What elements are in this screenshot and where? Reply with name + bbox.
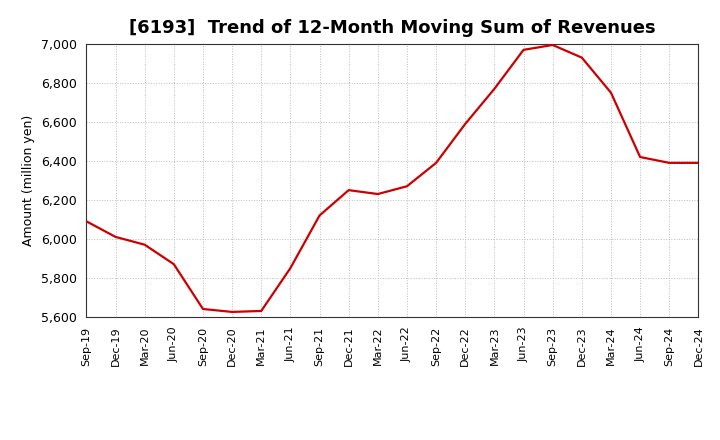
Title: [6193]  Trend of 12-Month Moving Sum of Revenues: [6193] Trend of 12-Month Moving Sum of R…: [129, 19, 656, 37]
Y-axis label: Amount (million yen): Amount (million yen): [22, 115, 35, 246]
